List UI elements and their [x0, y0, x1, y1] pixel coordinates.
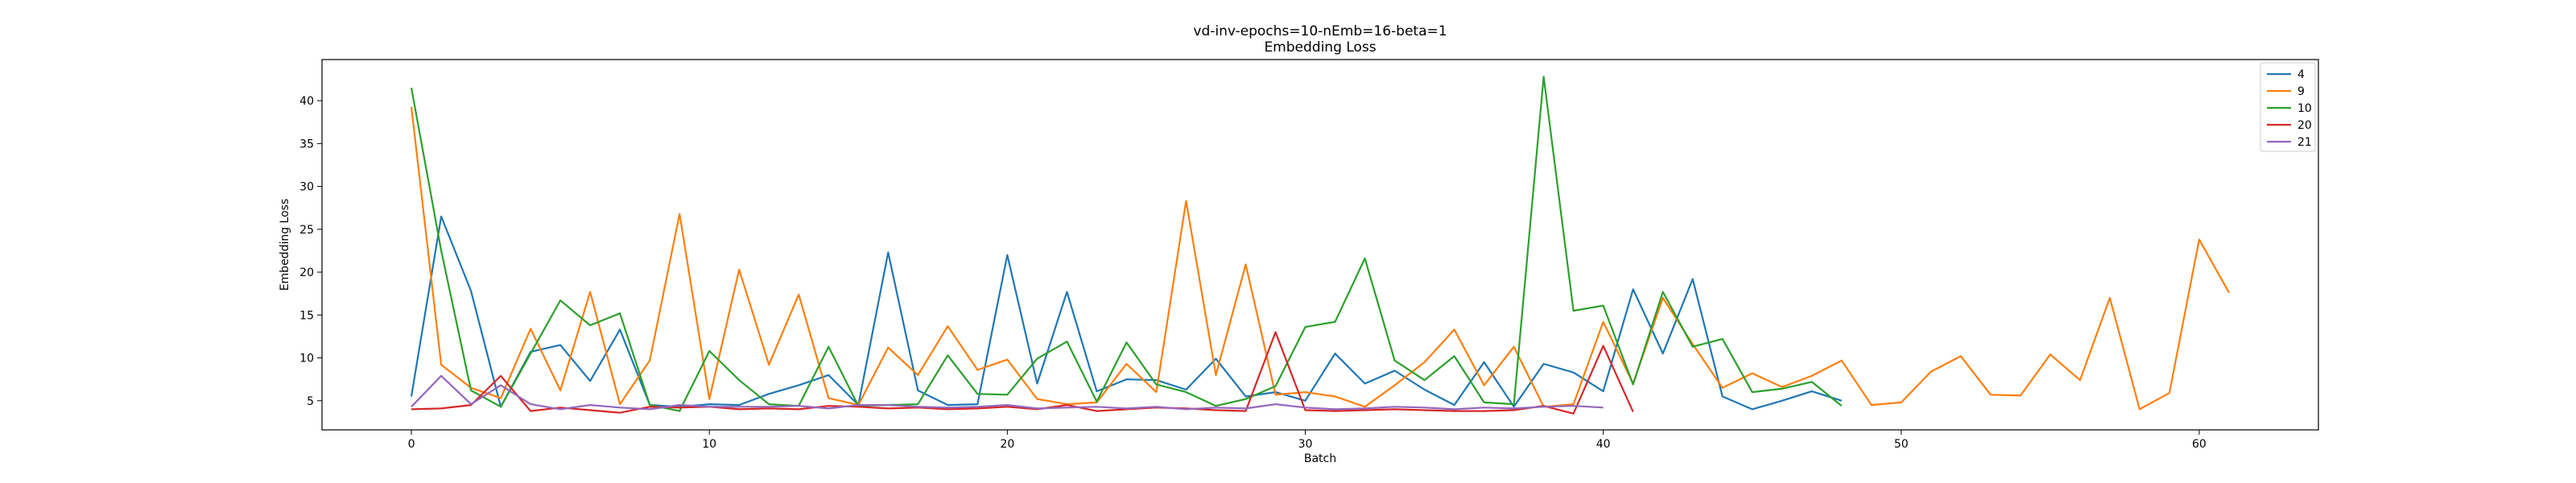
plot-area-frame	[321, 59, 2319, 431]
legend-label-4: 4	[2297, 68, 2305, 81]
legend-label-20: 20	[2297, 119, 2312, 132]
y-axis-label: Embedding Loss	[279, 199, 291, 291]
x-tick-label: 0	[408, 438, 415, 451]
legend-label-21: 21	[2297, 136, 2312, 149]
x-tick-label: 20	[1000, 438, 1014, 451]
x-tick-label: 40	[1596, 438, 1611, 451]
y-tick-label: 20	[299, 266, 314, 279]
y-tick-label: 35	[299, 138, 314, 151]
y-tick-label: 40	[299, 95, 314, 108]
y-tick-label: 5	[307, 395, 314, 408]
series-line-9	[410, 106, 2230, 411]
y-tick-label: 10	[299, 353, 314, 365]
chart-subtitle: Embedding Loss	[1264, 39, 1376, 56]
series-line-21	[411, 374, 1604, 411]
series-line-10	[410, 76, 1843, 412]
x-tick-label: 50	[1894, 438, 1909, 451]
y-axis-ticks: 5 10 15 20 25 30 35 40	[299, 95, 322, 408]
x-axis-ticks: 0 10 20 30 40 50 60	[408, 430, 2207, 451]
series-line-4	[410, 215, 1843, 411]
x-tick-label: 10	[702, 438, 716, 451]
x-tick-label: 60	[2192, 438, 2207, 451]
legend: 4 9 10 20 21	[2260, 62, 2316, 152]
legend-label-9: 9	[2297, 85, 2305, 98]
y-tick-label: 30	[299, 181, 314, 194]
x-tick-label: 30	[1298, 438, 1313, 451]
y-tick-label: 15	[299, 309, 314, 322]
series-line-20	[411, 331, 1634, 415]
series-layer	[410, 76, 2230, 415]
y-tick-label: 25	[299, 224, 314, 237]
chart-title: vd-inv-epochs=10-nEmb=16-beta=1	[1193, 23, 1447, 39]
x-axis-label: Batch	[1304, 452, 1336, 465]
legend-label-10: 10	[2297, 102, 2312, 115]
